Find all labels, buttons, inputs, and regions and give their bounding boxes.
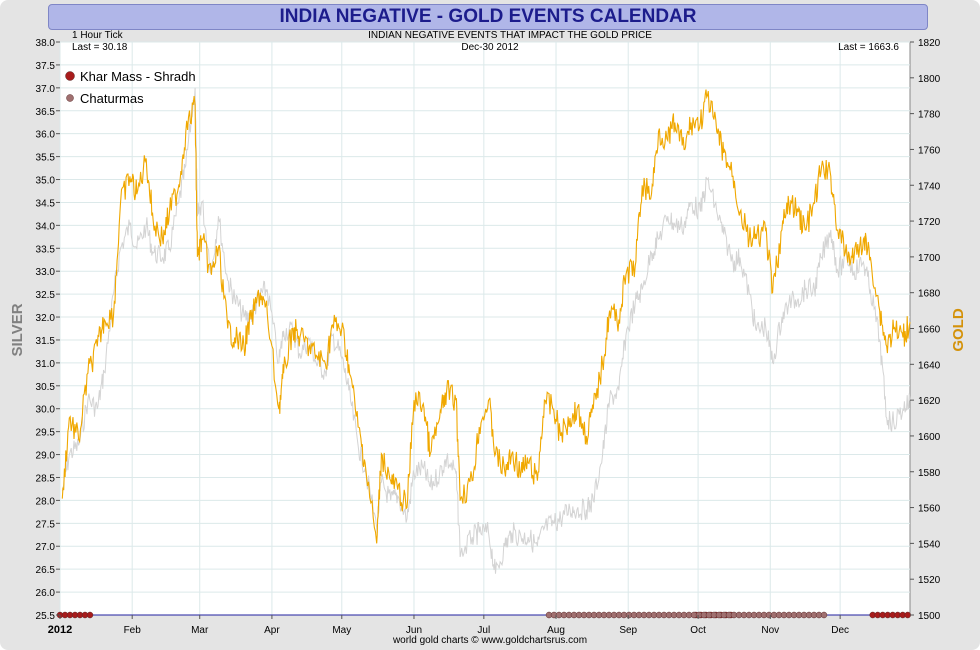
y-left-tick-label: 30.5 bbox=[36, 382, 56, 393]
x-tick-label: Jun bbox=[406, 625, 422, 636]
chaturmas-marker bbox=[820, 611, 828, 619]
y-left-tick-label: 32.0 bbox=[36, 313, 56, 324]
legend: Khar Mass - Shradh Chaturmas bbox=[65, 69, 196, 106]
tick-label: 1 Hour Tick bbox=[72, 30, 124, 41]
y-right-tick-label: 1600 bbox=[918, 432, 941, 443]
y-left-tick-label: 29.5 bbox=[36, 428, 56, 439]
legend-label: Chaturmas bbox=[80, 91, 144, 106]
y-left-tick-label: 32.5 bbox=[36, 290, 56, 301]
chart-title: INDIA NEGATIVE - GOLD EVENTS CALENDAR bbox=[279, 6, 697, 27]
khar-mass-marker bbox=[86, 611, 94, 619]
y-right-tick-label: 1680 bbox=[918, 289, 941, 300]
x-tick-label: Mar bbox=[191, 625, 209, 636]
khar-mass-marker bbox=[904, 611, 911, 619]
y-right-tick-label: 1580 bbox=[918, 468, 941, 479]
y-right-tick-label: 1500 bbox=[918, 611, 941, 622]
silver-series bbox=[61, 87, 911, 574]
axes: 2012 Feb Mar Apr May Jun Jul Aug Sep Oct Nov Dec 25.… bbox=[36, 38, 941, 636]
y-left-tick-label: 30.0 bbox=[36, 405, 56, 416]
x-tick-label: Sep bbox=[619, 625, 637, 636]
y-right-tick-label: 1740 bbox=[918, 181, 941, 192]
legend-marker bbox=[66, 94, 74, 102]
silver-last-value: Last = 30.18 bbox=[72, 42, 128, 53]
event-markers bbox=[56, 611, 911, 619]
y-left-tick-label: 28.0 bbox=[36, 496, 56, 507]
silver-line bbox=[61, 87, 911, 574]
y-left-tick-label: 28.5 bbox=[36, 473, 56, 484]
y-right-tick-label: 1640 bbox=[918, 360, 941, 371]
footer-credit: world gold charts © www.goldchartsrus.co… bbox=[392, 635, 587, 646]
y-left-tick-label: 26.0 bbox=[36, 588, 56, 599]
y-axis-label-right: GOLD bbox=[950, 308, 967, 351]
chart-subtitle: INDIAN NEGATIVE EVENTS THAT IMPACT THE G… bbox=[368, 30, 652, 41]
x-tick-label: Feb bbox=[124, 625, 142, 636]
y-left-tick-label: 27.5 bbox=[36, 519, 56, 530]
gold-series bbox=[61, 89, 911, 544]
y-axis-label-left: SILVER bbox=[9, 303, 26, 356]
y-right-tick-label: 1520 bbox=[918, 575, 941, 586]
x-tick-label: 2012 bbox=[48, 624, 72, 636]
y-right-tick-label: 1780 bbox=[918, 110, 941, 121]
y-left-tick-label: 34.5 bbox=[36, 198, 56, 209]
date-label: Dec-30 2012 bbox=[461, 42, 519, 53]
y-right-tick-label: 1700 bbox=[918, 253, 941, 264]
y-left-tick-label: 38.0 bbox=[36, 38, 56, 49]
x-tick-label: Oct bbox=[690, 625, 706, 636]
y-left-tick-label: 35.0 bbox=[36, 176, 56, 187]
y-left-tick-label: 33.0 bbox=[36, 267, 56, 278]
y-left-tick-label: 31.5 bbox=[36, 336, 56, 347]
y-left-tick-label: 34.0 bbox=[36, 221, 56, 232]
y-left-tick-label: 26.5 bbox=[36, 565, 56, 576]
legend-label: Khar Mass - Shradh bbox=[80, 69, 196, 84]
y-left-tick-label: 31.0 bbox=[36, 359, 56, 370]
x-tick-label: May bbox=[332, 625, 351, 636]
y-left-tick-label: 29.0 bbox=[36, 451, 56, 462]
y-left-tick-label: 37.5 bbox=[36, 61, 56, 72]
y-right-tick-label: 1760 bbox=[918, 145, 941, 156]
chart-title-bar: INDIA NEGATIVE - GOLD EVENTS CALENDAR bbox=[48, 4, 928, 30]
x-tick-label: Nov bbox=[761, 625, 779, 636]
y-right-tick-label: 1620 bbox=[918, 396, 941, 407]
y-left-tick-label: 35.5 bbox=[36, 153, 56, 164]
x-tick-label: Jul bbox=[477, 625, 490, 636]
gold-last-value: Last = 1663.6 bbox=[838, 42, 899, 53]
x-tick-label: Dec bbox=[831, 625, 849, 636]
y-right-tick-label: 1720 bbox=[918, 217, 941, 228]
y-right-tick-label: 1560 bbox=[918, 504, 941, 515]
y-left-tick-label: 25.5 bbox=[36, 611, 56, 622]
y-left-tick-label: 36.5 bbox=[36, 107, 56, 118]
legend-marker bbox=[65, 71, 75, 81]
y-left-tick-label: 37.0 bbox=[36, 84, 56, 95]
y-right-tick-label: 1820 bbox=[918, 38, 941, 49]
gold-line bbox=[61, 89, 911, 544]
y-left-tick-label: 27.0 bbox=[36, 542, 56, 553]
y-right-tick-label: 1800 bbox=[918, 74, 941, 85]
grid bbox=[59, 41, 910, 616]
y-right-tick-label: 1660 bbox=[918, 325, 941, 336]
x-tick-label: Apr bbox=[264, 625, 280, 636]
y-left-tick-label: 33.5 bbox=[36, 244, 56, 255]
x-tick-label: Aug bbox=[547, 625, 565, 636]
y-left-tick-label: 36.0 bbox=[36, 130, 56, 141]
y-right-tick-label: 1540 bbox=[918, 539, 941, 550]
